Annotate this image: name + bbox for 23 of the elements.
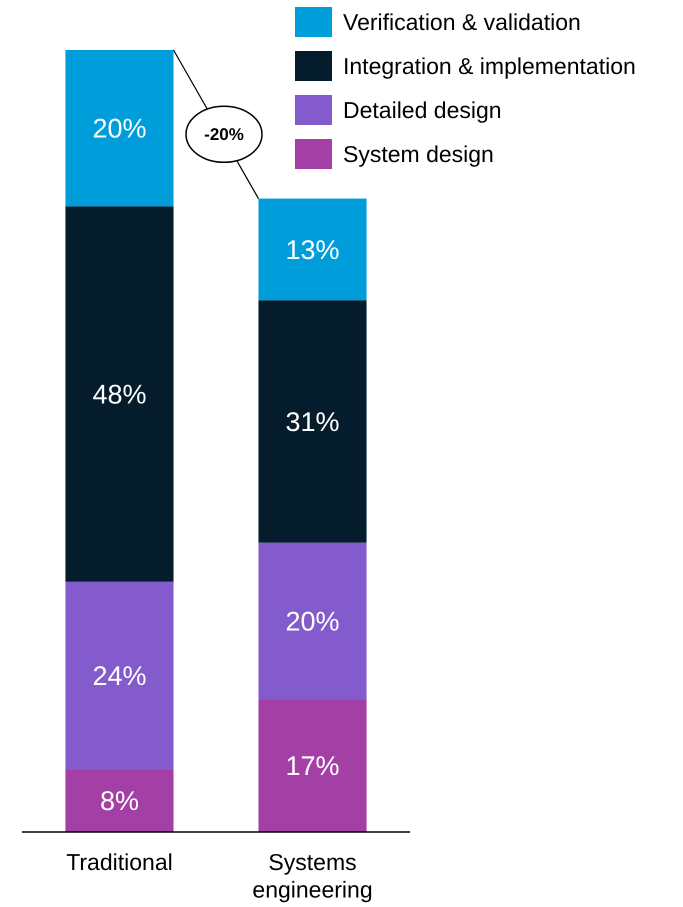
annotation: -20% xyxy=(204,125,244,144)
x-tick-label: Systems engineering xyxy=(252,849,373,903)
data-label: 17% xyxy=(285,750,340,781)
bar xyxy=(65,769,174,832)
data-label: 24% xyxy=(92,661,147,692)
bar xyxy=(258,198,367,300)
bar xyxy=(65,582,174,770)
x-tick-label: Traditional xyxy=(66,849,173,875)
legend-label: Detailed design xyxy=(343,97,502,124)
data-label: 31% xyxy=(285,406,340,437)
data-label: 20% xyxy=(285,606,340,636)
data-label: 48% xyxy=(92,380,147,410)
bar xyxy=(258,300,367,543)
legend-label: Verification & validation xyxy=(343,9,581,36)
bar xyxy=(258,542,367,700)
bar xyxy=(65,206,174,582)
data-label: 20% xyxy=(92,114,147,144)
legend-label: Integration & implementation xyxy=(343,53,636,80)
data-label: 13% xyxy=(285,234,340,265)
bar xyxy=(258,699,367,832)
bar xyxy=(65,50,174,206)
legend-label: System design xyxy=(343,141,494,168)
data-label: 8% xyxy=(100,786,139,816)
